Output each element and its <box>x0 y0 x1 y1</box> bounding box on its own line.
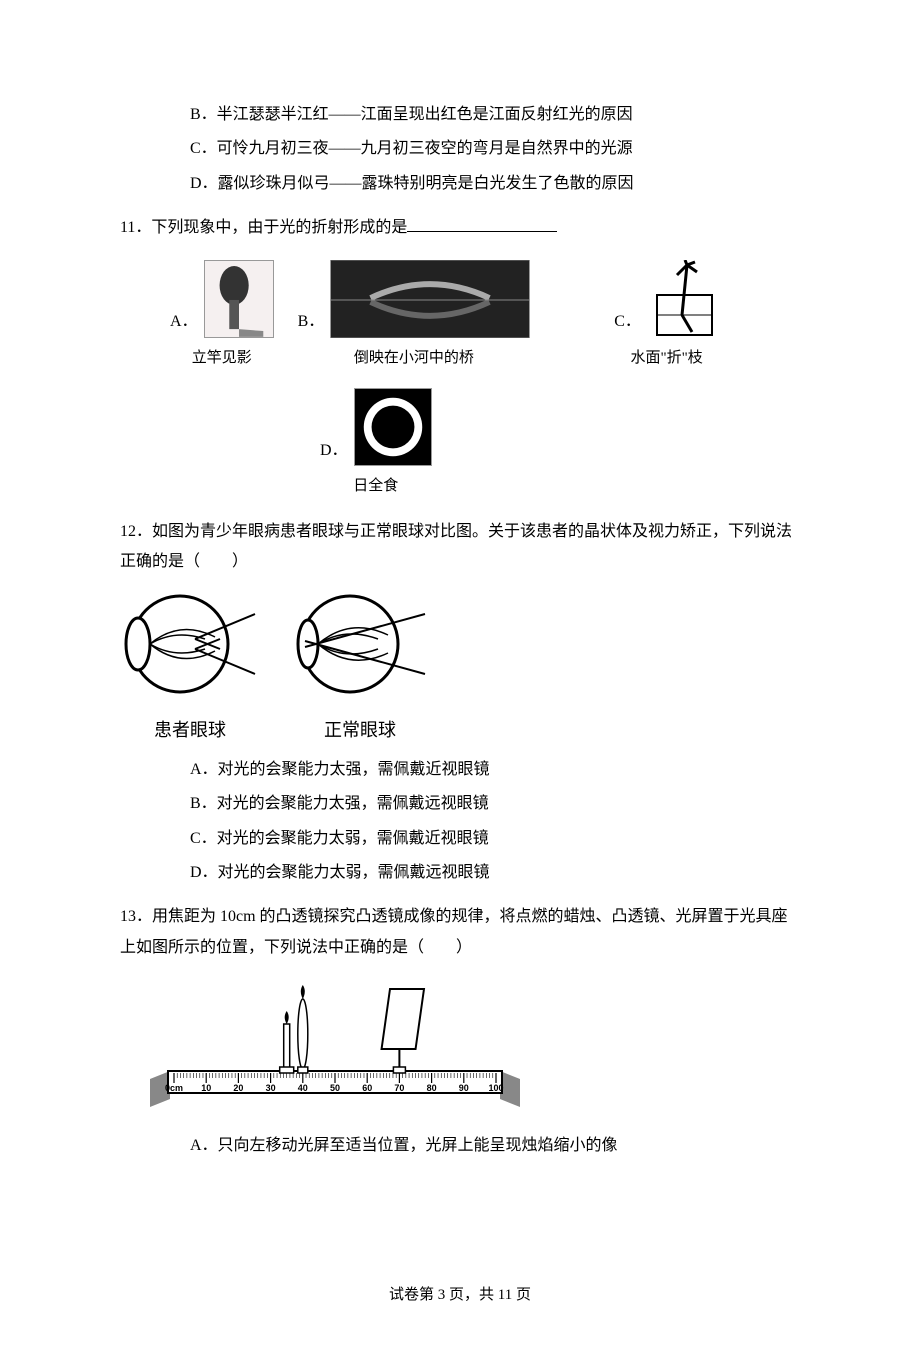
q12-eye-diagram: 患者眼球 正常眼球 <box>120 589 800 747</box>
q10-option-d: D．露似珍珠月似弓——露珠特别明亮是白光发生了色散的原因 <box>120 169 800 199</box>
q12-normal-label: 正常眼球 <box>290 713 430 747</box>
q13-optics-bench: 0cm 10 20 30 40 50 60 70 80 90 100 <box>150 979 800 1120</box>
q11-image-d <box>354 388 432 466</box>
q12-option-a: A．对光的会聚能力太强，需佩戴近视眼镜 <box>120 755 800 785</box>
svg-text:0cm: 0cm <box>165 1083 183 1093</box>
q11-letter-d: D． <box>320 436 348 466</box>
q11-item-c: C． 水面"折"枝 <box>614 260 719 373</box>
q11-caption-b: 倒映在小河中的桥 <box>354 344 474 373</box>
svg-text:90: 90 <box>459 1083 469 1093</box>
q12-patient-label: 患者眼球 <box>120 713 260 747</box>
q12-normal-eye: 正常眼球 <box>290 589 430 747</box>
svg-text:30: 30 <box>266 1083 276 1093</box>
q13-stem: 13．用焦距为 10cm 的凸透镜探究凸透镜成像的规律，将点燃的蜡烛、凸透镜、光… <box>120 902 800 963</box>
svg-text:50: 50 <box>330 1083 340 1093</box>
svg-text:40: 40 <box>298 1083 308 1093</box>
q11-stem: 11．下列现象中，由于光的折射形成的是 <box>120 213 800 243</box>
q11-item-d: D． 日全食 <box>320 388 432 501</box>
q11-item-b: B． 倒映在小河中的桥 <box>298 260 531 373</box>
svg-text:80: 80 <box>427 1083 437 1093</box>
q11-caption-c: 水面"折"枝 <box>630 344 702 373</box>
svg-text:10: 10 <box>201 1083 211 1093</box>
q11-item-a: A． 立竿见影 <box>170 260 274 373</box>
svg-text:100: 100 <box>488 1083 503 1093</box>
q12-option-d: D．对光的会聚能力太弱，需佩戴远视眼镜 <box>120 858 800 888</box>
svg-text:70: 70 <box>394 1083 404 1093</box>
svg-text:60: 60 <box>362 1083 372 1093</box>
page-footer: 试卷第 3 页，共 11 页 <box>120 1281 800 1310</box>
q11-stem-text: 11．下列现象中，由于光的折射形成的是 <box>120 219 407 236</box>
q11-letter-a: A． <box>170 307 198 337</box>
q13-option-a: A．只向左移动光屏至适当位置，光屏上能呈现烛焰缩小的像 <box>120 1131 800 1161</box>
q11-image-b <box>330 260 530 338</box>
q12-option-b: B．对光的会聚能力太强，需佩戴远视眼镜 <box>120 789 800 819</box>
q11-caption-d: 日全食 <box>353 472 398 501</box>
q11-image-a <box>204 260 274 338</box>
q11-blank <box>407 216 557 232</box>
q11-letter-b: B． <box>298 307 325 337</box>
q12-patient-eye: 患者眼球 <box>120 589 260 747</box>
svg-text:20: 20 <box>233 1083 243 1093</box>
q12-option-c: C．对光的会聚能力太弱，需佩戴近视眼镜 <box>120 824 800 854</box>
q11-image-row-1: A． 立竿见影 B． 倒 <box>120 260 800 373</box>
q11-letter-c: C． <box>614 307 641 337</box>
q12-stem: 12．如图为青少年眼病患者眼球与正常眼球对比图。关于该患者的晶状体及视力矫正，下… <box>120 517 800 578</box>
q11-caption-a: 立竿见影 <box>192 344 252 373</box>
q10-option-c: C．可怜九月初三夜——九月初三夜空的弯月是自然界中的光源 <box>120 134 800 164</box>
q10-option-b: B．半江瑟瑟半江红——江面呈现出红色是江面反射红光的原因 <box>120 100 800 130</box>
q11-image-c <box>647 260 719 338</box>
q11-image-row-2: D． 日全食 <box>120 388 800 501</box>
